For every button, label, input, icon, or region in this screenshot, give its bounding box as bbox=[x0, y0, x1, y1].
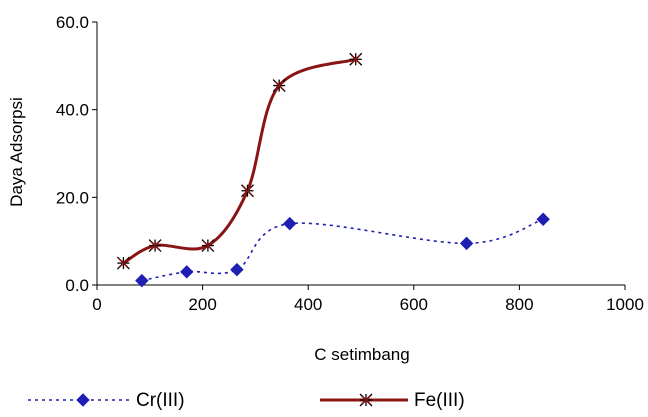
x-tick-label: 600 bbox=[400, 295, 428, 314]
y-axis-title: Daya Adsorpsi bbox=[7, 97, 26, 207]
data-point-2 bbox=[349, 52, 363, 66]
star-stroke bbox=[150, 240, 160, 251]
star-stroke bbox=[242, 186, 253, 196]
data-point-2 bbox=[148, 239, 162, 253]
series-layer bbox=[116, 52, 550, 288]
x-tick-label: 0 bbox=[92, 295, 101, 314]
x-tick-label: 1000 bbox=[606, 295, 644, 314]
data-point-1 bbox=[230, 262, 244, 277]
series-line-1 bbox=[141, 218, 544, 282]
x-axis-title: C setimbang bbox=[314, 345, 409, 364]
series-line-2 bbox=[122, 57, 357, 265]
x-tick-label: 200 bbox=[188, 295, 216, 314]
legend: Cr(III) Fe(III) bbox=[28, 390, 465, 411]
star-stroke bbox=[361, 395, 371, 405]
data-point-2 bbox=[201, 239, 215, 253]
y-tick-label: 20.0 bbox=[56, 188, 89, 207]
star-stroke bbox=[203, 240, 213, 251]
star-stroke bbox=[118, 258, 128, 268]
x-tick-label: 800 bbox=[505, 295, 533, 314]
legend-marker-2 bbox=[359, 393, 373, 407]
data-point-2 bbox=[272, 79, 286, 93]
y-tick-label: 40.0 bbox=[56, 101, 89, 120]
data-point-1 bbox=[135, 273, 149, 288]
data-point-2 bbox=[241, 184, 254, 198]
legend-marker-1 bbox=[76, 393, 90, 407]
star-stroke bbox=[351, 54, 361, 64]
y-tick-label: 60.0 bbox=[56, 13, 89, 32]
data-point-1 bbox=[283, 216, 297, 231]
star-stroke bbox=[274, 80, 284, 91]
legend-label-2: Fe(III) bbox=[414, 390, 465, 411]
y-tick-label: 0.0 bbox=[65, 276, 89, 295]
data-point-1 bbox=[180, 265, 194, 279]
data-point-1 bbox=[459, 236, 474, 251]
x-tick-label: 400 bbox=[294, 295, 322, 314]
legend-label-1: Cr(III) bbox=[136, 390, 185, 411]
data-point-2 bbox=[116, 256, 130, 270]
axes: 0.0 20.0 40.0 60.0 0 200 400 600 800 1000 bbox=[56, 13, 644, 314]
data-point-1 bbox=[536, 212, 550, 226]
